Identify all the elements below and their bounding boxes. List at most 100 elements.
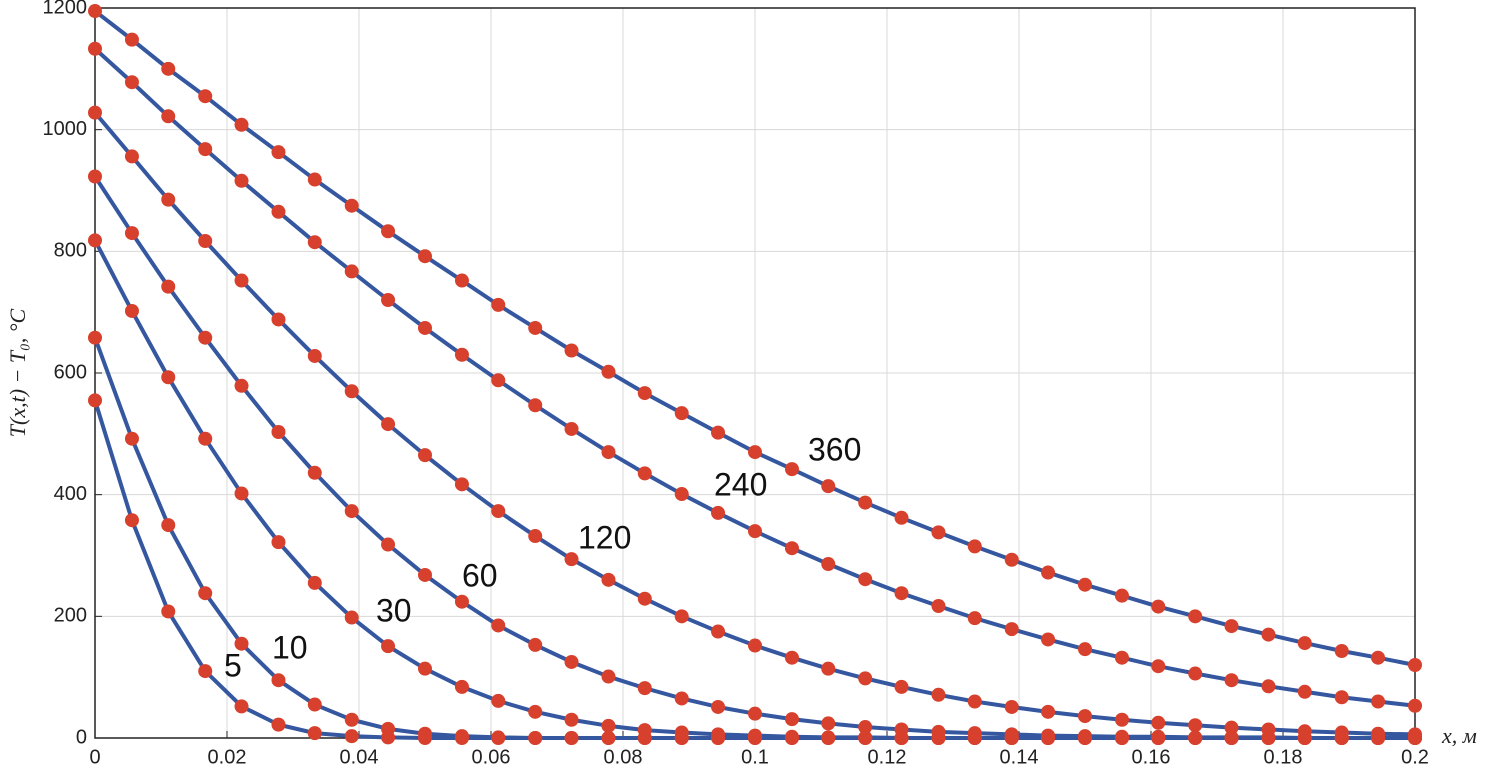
data-point — [124, 32, 139, 47]
data-point — [601, 718, 616, 733]
data-point — [271, 425, 286, 440]
data-point — [124, 75, 139, 90]
data-point — [491, 693, 506, 708]
data-point — [124, 513, 139, 528]
data-point — [454, 594, 469, 609]
data-point — [748, 638, 762, 653]
x-tick-label: 0.14 — [1000, 746, 1039, 768]
data-point — [307, 465, 322, 480]
data-point — [674, 609, 689, 624]
data-point — [564, 343, 579, 358]
y-tick-label: 800 — [54, 240, 87, 262]
data-point — [418, 448, 432, 463]
data-point — [1114, 650, 1129, 665]
data-point — [748, 706, 762, 721]
data-point — [491, 618, 506, 633]
data-point — [528, 529, 543, 544]
data-point — [491, 504, 506, 519]
data-point — [1188, 731, 1203, 745]
data-point — [601, 445, 616, 460]
data-point — [1151, 731, 1166, 745]
data-point — [234, 273, 249, 288]
data-point — [1078, 731, 1092, 745]
data-point — [161, 109, 176, 124]
x-tick-label: 0.04 — [340, 746, 379, 768]
data-point — [784, 731, 799, 745]
data-point — [601, 731, 616, 745]
data-point — [1261, 679, 1276, 694]
data-point — [161, 192, 176, 207]
data-point — [784, 462, 799, 477]
data-point — [1078, 709, 1092, 724]
data-point — [124, 303, 139, 318]
data-point — [198, 142, 213, 157]
data-point — [528, 320, 543, 335]
data-point — [454, 731, 469, 745]
data-point — [894, 731, 909, 745]
data-point — [748, 524, 762, 539]
data-point — [1114, 588, 1129, 603]
data-point — [1224, 731, 1239, 745]
data-point — [381, 639, 396, 654]
data-point — [784, 650, 799, 665]
data-point — [88, 105, 102, 120]
data-point — [637, 731, 652, 745]
data-point — [674, 731, 689, 745]
data-point — [528, 704, 543, 719]
x-tick-label: 0.16 — [1132, 746, 1171, 768]
data-point — [1371, 694, 1386, 709]
data-point — [344, 504, 359, 519]
data-point — [198, 586, 213, 601]
data-point — [307, 348, 322, 363]
data-point — [858, 572, 873, 587]
y-tick-label: 0 — [76, 726, 87, 748]
data-point — [234, 378, 249, 393]
data-point — [234, 117, 249, 132]
curve-label: 30 — [376, 592, 412, 628]
x-tick-label: 0.02 — [208, 746, 247, 768]
data-point — [637, 591, 652, 606]
data-point — [931, 687, 946, 702]
data-point — [381, 537, 396, 552]
data-point — [198, 233, 213, 248]
data-point — [564, 552, 579, 567]
data-point — [967, 611, 982, 626]
data-point — [454, 273, 469, 288]
data-point — [418, 661, 432, 676]
data-point — [821, 716, 836, 731]
data-point — [234, 636, 249, 651]
data-point — [821, 661, 836, 676]
data-point — [711, 699, 726, 714]
data-point — [528, 637, 543, 652]
data-point — [858, 731, 873, 745]
y-tick-label: 1000 — [43, 118, 88, 140]
data-point — [1371, 731, 1386, 745]
data-point — [967, 694, 982, 709]
data-point — [564, 731, 579, 745]
x-tick-label: 0.06 — [472, 746, 511, 768]
data-point — [1078, 642, 1092, 657]
x-axis-title: x, м — [1441, 723, 1477, 748]
x-tick-label: 0.08 — [604, 746, 643, 768]
data-point — [271, 204, 286, 219]
data-point — [784, 712, 799, 727]
data-point — [1334, 644, 1349, 659]
data-point — [491, 373, 506, 388]
data-point — [271, 145, 286, 160]
curve-label: 60 — [462, 557, 498, 593]
y-tick-label: 400 — [54, 483, 87, 505]
data-point — [1297, 684, 1312, 699]
data-point — [1114, 731, 1129, 745]
data-point — [1041, 731, 1056, 745]
data-point — [271, 535, 286, 550]
data-point — [234, 173, 249, 188]
data-point — [711, 624, 726, 639]
data-point — [601, 572, 616, 587]
y-tick-label: 600 — [54, 361, 87, 383]
data-point — [381, 224, 396, 239]
data-point — [637, 466, 652, 481]
data-point — [1297, 731, 1312, 745]
data-point — [381, 730, 396, 745]
data-point — [564, 712, 579, 727]
data-point — [784, 541, 799, 556]
